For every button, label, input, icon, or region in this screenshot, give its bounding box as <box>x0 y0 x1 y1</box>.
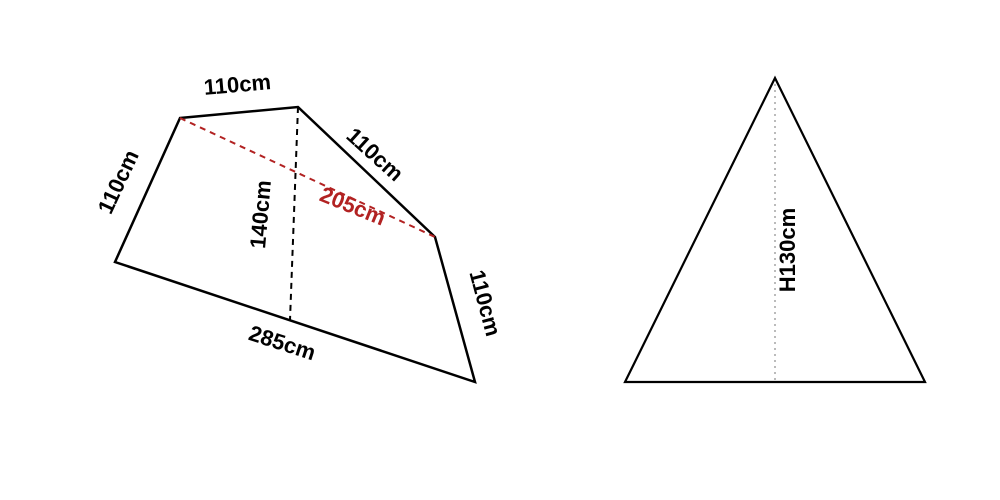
dim-top-right: 110cm <box>342 123 409 187</box>
dim-top-left: 110cm <box>93 146 144 218</box>
dim-height: 140cm <box>245 179 276 249</box>
dim-right: 110cm <box>464 267 506 338</box>
height-dashed-line <box>290 107 298 320</box>
dim-triangle-height: H130cm <box>775 208 800 292</box>
diagram-canvas: 110cm 110cm 110cm 285cm 110cm 140cm 205c… <box>0 0 1000 500</box>
dim-diagonal: 205cm <box>316 182 389 231</box>
right-elevation-shape: H130cm <box>625 78 925 382</box>
dim-top: 110cm <box>203 69 272 100</box>
left-plan-shape: 110cm 110cm 110cm 285cm 110cm 140cm 205c… <box>93 69 506 382</box>
